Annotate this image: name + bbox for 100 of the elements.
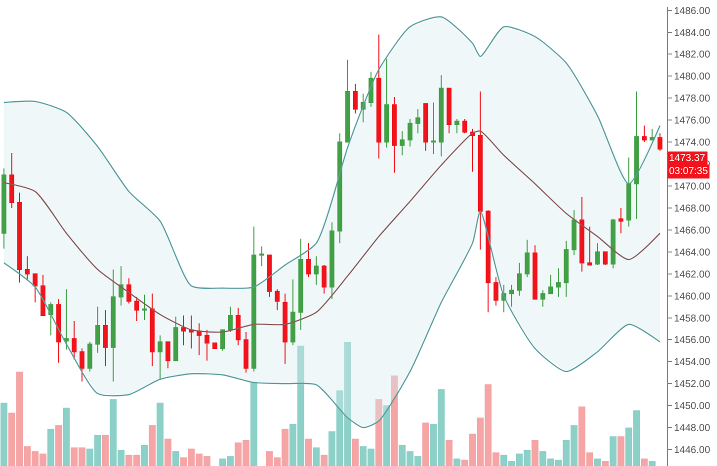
bar bbox=[375, 399, 382, 466]
candlestick bbox=[110, 268, 116, 382]
candlestick bbox=[103, 310, 108, 367]
candlestick bbox=[282, 293, 288, 364]
bar bbox=[172, 451, 180, 466]
candlestick bbox=[150, 293, 155, 367]
y-tick-label: 1466.00 bbox=[674, 225, 711, 236]
bar bbox=[610, 436, 617, 466]
bar bbox=[422, 422, 430, 466]
y-tick-label: 1470.00 bbox=[674, 181, 711, 192]
y-tick-label: 1446.00 bbox=[674, 445, 711, 456]
y-tick-label: 1454.00 bbox=[674, 357, 711, 368]
bar bbox=[453, 458, 460, 466]
candlestick bbox=[244, 332, 248, 374]
bar bbox=[352, 438, 359, 466]
candlestick bbox=[376, 34, 382, 160]
candlestick bbox=[212, 342, 218, 349]
candlestick bbox=[134, 296, 140, 322]
candlestick bbox=[314, 256, 319, 286]
candlestick bbox=[486, 210, 491, 313]
bar bbox=[148, 425, 156, 466]
candlestick bbox=[64, 288, 69, 350]
candlestick bbox=[251, 226, 256, 372]
y-tick-label: 1486.00 bbox=[674, 6, 711, 17]
bar bbox=[648, 461, 656, 466]
bar bbox=[141, 444, 148, 466]
candlestick bbox=[634, 91, 639, 220]
candlestick bbox=[220, 329, 226, 352]
candlestick bbox=[142, 294, 147, 320]
line-series bbox=[3, 210, 661, 428]
candlestick bbox=[642, 125, 647, 143]
candlestick bbox=[470, 128, 475, 172]
candlestick bbox=[478, 91, 483, 250]
candlestick bbox=[166, 341, 170, 369]
candlestick bbox=[446, 88, 452, 134]
y-tick-label: 1450.00 bbox=[674, 401, 711, 412]
candlestick bbox=[40, 274, 46, 316]
candlestick bbox=[572, 210, 576, 256]
candlestick bbox=[618, 207, 624, 234]
candlestick bbox=[431, 102, 436, 155]
candlestick bbox=[181, 315, 186, 346]
candlestick bbox=[384, 58, 390, 148]
candlestick bbox=[9, 152, 14, 208]
y-tick-label: 1468.00 bbox=[674, 203, 711, 214]
bar bbox=[320, 454, 328, 466]
y-tick-label: 1464.00 bbox=[674, 247, 711, 258]
y-tick-label: 1482.00 bbox=[674, 50, 711, 61]
candlestick bbox=[1, 168, 6, 250]
candlestick bbox=[267, 254, 272, 298]
candlestick bbox=[610, 218, 616, 269]
bar bbox=[532, 440, 538, 466]
candlestick bbox=[423, 103, 428, 152]
candlestick bbox=[126, 278, 132, 304]
bar bbox=[305, 438, 312, 466]
candlestick bbox=[587, 226, 592, 266]
candlestick bbox=[24, 256, 30, 280]
candlestick bbox=[579, 196, 584, 272]
bar bbox=[62, 408, 70, 466]
candlestick bbox=[87, 341, 92, 372]
bar bbox=[102, 435, 109, 466]
candlestick bbox=[540, 290, 546, 308]
candlestick bbox=[602, 251, 608, 266]
candlestick bbox=[306, 242, 311, 278]
line-series bbox=[3, 130, 661, 333]
candlestick bbox=[415, 108, 420, 134]
candlestick bbox=[400, 130, 405, 156]
bar bbox=[617, 436, 624, 466]
candlestick bbox=[532, 244, 538, 300]
candlestick bbox=[322, 264, 327, 294]
candlestick bbox=[650, 128, 655, 140]
candlestick bbox=[548, 274, 554, 294]
candlestick bbox=[524, 239, 530, 278]
candlestick bbox=[290, 278, 296, 346]
candlestick bbox=[228, 306, 233, 333]
candlestick bbox=[72, 320, 77, 360]
candlestick bbox=[17, 192, 22, 284]
y-tick-label: 1458.00 bbox=[674, 313, 711, 324]
candlestick bbox=[556, 268, 561, 298]
y-tick-label: 1476.00 bbox=[674, 116, 711, 127]
candlestick bbox=[494, 276, 498, 306]
y-tick-label: 1448.00 bbox=[674, 423, 711, 434]
candlestick bbox=[454, 118, 460, 134]
bar bbox=[250, 382, 258, 466]
candlestick bbox=[564, 240, 569, 298]
candlestick bbox=[48, 302, 54, 336]
y-tick-label: 1456.00 bbox=[674, 335, 711, 346]
bar bbox=[640, 458, 648, 466]
candlestick bbox=[118, 266, 124, 306]
bar bbox=[156, 402, 164, 466]
text: 1473.37 bbox=[669, 153, 706, 164]
candlestick bbox=[595, 242, 600, 266]
candlestick bbox=[345, 59, 350, 143]
candlestick bbox=[337, 132, 342, 244]
candlestick bbox=[259, 246, 264, 267]
line-series bbox=[3, 16, 661, 289]
candlestick bbox=[658, 132, 662, 152]
candlestick bbox=[298, 238, 304, 330]
bar bbox=[0, 402, 8, 466]
bar bbox=[602, 461, 609, 466]
y-tick-label: 1462.00 bbox=[674, 269, 711, 280]
